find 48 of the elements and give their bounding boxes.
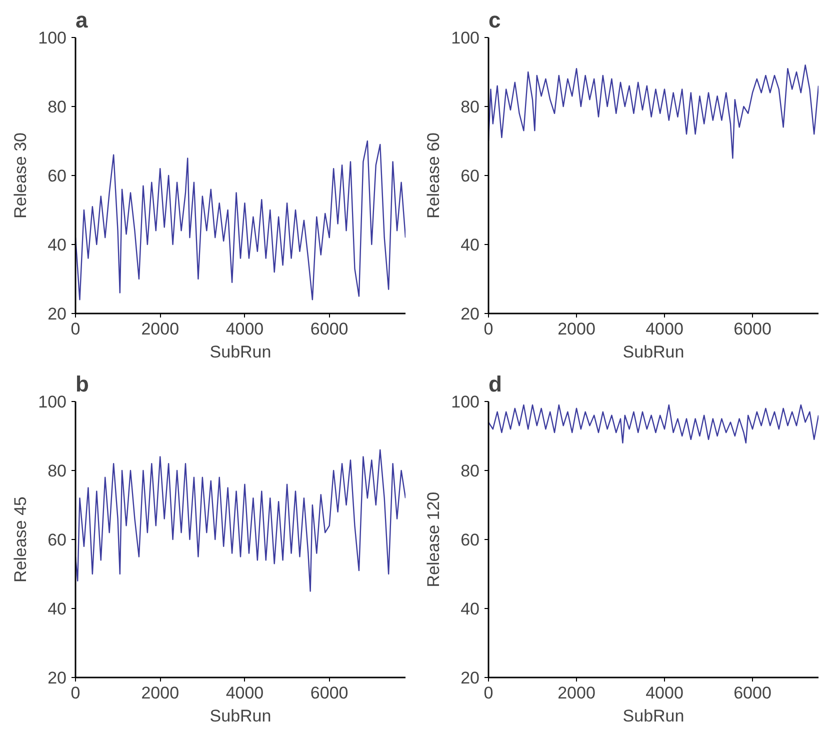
x-tick-label: 2000 bbox=[141, 320, 180, 338]
x-tick-label: 0 bbox=[484, 684, 494, 702]
x-tick-label: 0 bbox=[484, 320, 494, 338]
y-axis-title: Release 120 bbox=[424, 492, 444, 588]
y-tick-label: 80 bbox=[48, 462, 67, 480]
chart-title: c bbox=[488, 8, 501, 32]
chart-title: b bbox=[76, 372, 89, 396]
x-tick-label: 0 bbox=[70, 320, 80, 338]
y-tick-label: 60 bbox=[48, 530, 67, 550]
chart-title: d bbox=[488, 372, 502, 396]
y-tick-label: 20 bbox=[48, 304, 67, 324]
y-tick-label: 60 bbox=[460, 530, 480, 550]
x-tick-label: 6000 bbox=[734, 320, 772, 338]
x-axis-title: SubRun bbox=[210, 342, 272, 362]
y-axis-title: Release 45 bbox=[11, 496, 30, 582]
chart-title: a bbox=[76, 8, 88, 32]
y-tick-label: 100 bbox=[38, 392, 67, 412]
x-tick-label: 2000 bbox=[141, 684, 180, 702]
y-tick-label: 80 bbox=[460, 462, 480, 480]
x-tick-label: 6000 bbox=[310, 684, 348, 702]
x-tick-label: 6000 bbox=[310, 320, 348, 338]
x-tick-label: 4000 bbox=[646, 684, 684, 702]
y-tick-label: 100 bbox=[38, 28, 67, 48]
x-axis-title: SubRun bbox=[210, 706, 272, 726]
y-tick-label: 20 bbox=[460, 304, 480, 324]
y-tick-label: 80 bbox=[460, 98, 480, 116]
x-tick-label: 2000 bbox=[558, 320, 596, 338]
y-tick-label: 40 bbox=[48, 600, 67, 618]
x-tick-label: 6000 bbox=[734, 684, 772, 702]
y-tick-label: 20 bbox=[460, 668, 480, 688]
y-tick-label: 40 bbox=[460, 600, 480, 618]
x-axis-title: SubRun bbox=[622, 342, 684, 362]
y-tick-label: 60 bbox=[48, 166, 67, 186]
y-tick-label: 80 bbox=[48, 98, 67, 116]
y-axis-title: Release 30 bbox=[11, 132, 30, 218]
x-tick-label: 4000 bbox=[646, 320, 684, 338]
y-tick-label: 40 bbox=[460, 236, 480, 254]
y-tick-label: 60 bbox=[460, 166, 480, 186]
x-tick-label: 0 bbox=[70, 684, 80, 702]
x-axis-title: SubRun bbox=[622, 706, 684, 726]
y-tick-label: 100 bbox=[451, 28, 480, 48]
x-tick-label: 2000 bbox=[558, 684, 596, 702]
y-tick-label: 20 bbox=[48, 668, 67, 688]
y-tick-label: 100 bbox=[451, 392, 480, 412]
y-axis-title: Release 60 bbox=[424, 132, 444, 218]
x-tick-label: 4000 bbox=[226, 684, 264, 702]
x-tick-label: 4000 bbox=[226, 320, 264, 338]
y-tick-label: 40 bbox=[48, 236, 67, 254]
